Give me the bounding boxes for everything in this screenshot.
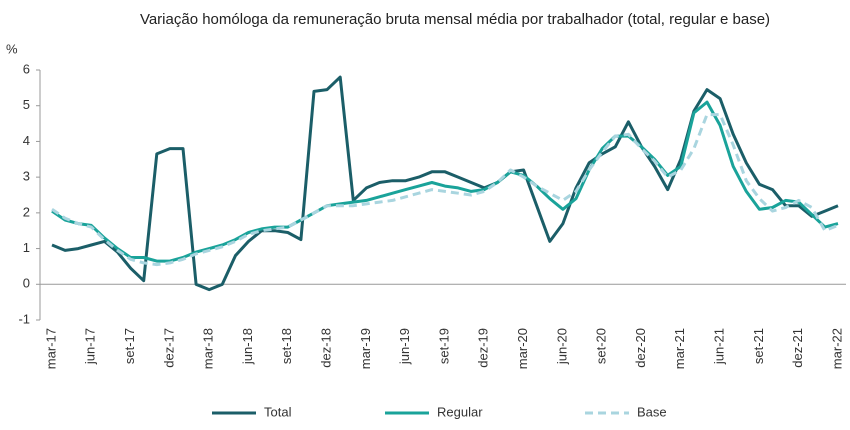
series-line xyxy=(51,113,839,267)
x-tick-label: jun-17 xyxy=(83,328,98,365)
x-tick-label: set-18 xyxy=(279,328,294,364)
series-line xyxy=(51,75,839,292)
x-tick-label: dez-18 xyxy=(319,328,334,368)
y-tick-label: 3 xyxy=(23,169,30,184)
y-tick-label: 6 xyxy=(23,61,30,76)
legend-label: Total xyxy=(264,404,292,419)
chart-title: Variação homóloga da remuneração bruta m… xyxy=(140,11,770,28)
x-tick-label: jun-21 xyxy=(712,328,727,365)
y-tick-label: 1 xyxy=(23,240,30,255)
x-tick-label: mar-20 xyxy=(515,328,530,369)
y-tick-label: -1 xyxy=(18,311,30,326)
x-tick-label: mar-22 xyxy=(829,328,844,369)
legend-label: Base xyxy=(637,404,667,419)
x-tick-label: dez-19 xyxy=(476,328,491,368)
x-tick-label: set-21 xyxy=(751,328,766,364)
x-tick-label: mar-19 xyxy=(358,328,373,369)
x-tick-label: mar-17 xyxy=(43,328,58,369)
y-tick-label: 5 xyxy=(23,97,30,112)
x-tick-label: jun-18 xyxy=(240,328,255,365)
x-tick-label: jun-20 xyxy=(554,328,569,365)
y-axis-label: % xyxy=(6,41,18,56)
x-tick-label: mar-21 xyxy=(672,328,687,369)
x-tick-label: set-20 xyxy=(594,328,609,364)
x-tick-label: dez-17 xyxy=(161,328,176,368)
x-tick-label: dez-21 xyxy=(790,328,805,368)
x-tick-label: set-17 xyxy=(122,328,137,364)
y-tick-label: 4 xyxy=(23,133,30,148)
y-tick-label: 2 xyxy=(23,204,30,219)
x-tick-label: jun-19 xyxy=(397,328,412,365)
x-tick-label: set-19 xyxy=(436,328,451,364)
legend-label: Regular xyxy=(437,404,483,419)
series-line xyxy=(51,100,839,263)
x-tick-label: mar-18 xyxy=(201,328,216,369)
y-tick-label: 0 xyxy=(23,276,30,291)
x-tick-label: dez-20 xyxy=(633,328,648,368)
